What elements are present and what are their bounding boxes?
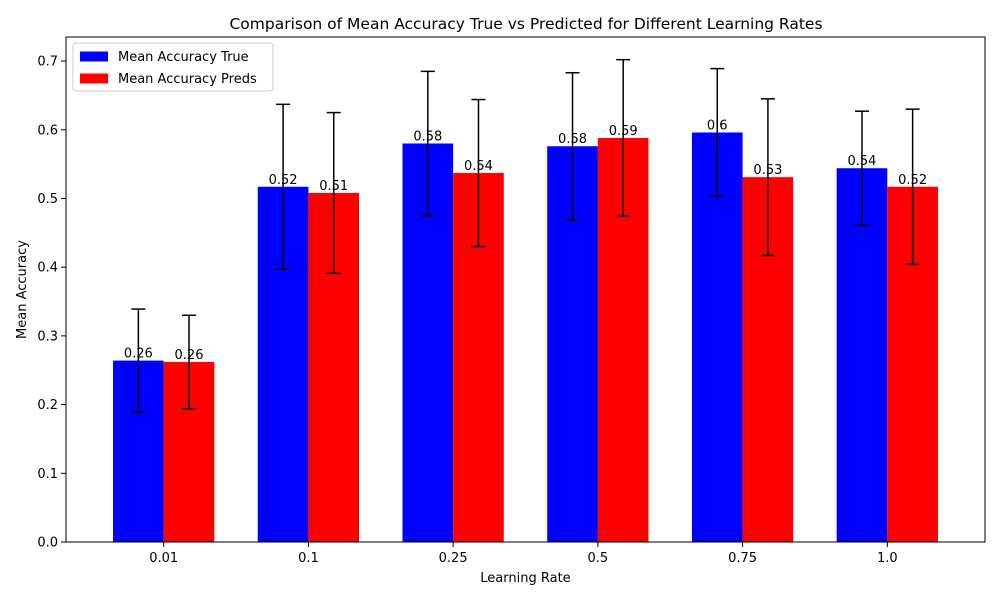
data-label-preds-4: 0.53 (753, 163, 782, 178)
errorbars-group (131, 58, 920, 413)
error-bar-preds-1 (326, 111, 341, 275)
data-label-true-4: 0.6 (707, 119, 728, 134)
y-tick-label: 0.4 (37, 261, 58, 276)
x-axis-label: Learning Rate (480, 571, 570, 586)
error-bar-true-3 (565, 71, 580, 221)
error-bar-preds-0 (182, 314, 197, 410)
data-label-true-1: 0.52 (269, 173, 298, 188)
data-label-preds-2: 0.54 (464, 159, 493, 174)
x-tick-label: 0.5 (588, 551, 609, 566)
error-bar-preds-4 (760, 98, 775, 257)
data-label-preds-5: 0.52 (898, 173, 927, 188)
data-label-true-5: 0.54 (848, 154, 877, 169)
error-bar-true-1 (276, 103, 291, 270)
error-bar-preds-2 (471, 98, 486, 248)
x-tick-label: 0.01 (149, 551, 178, 566)
y-axis-label: Mean Accuracy (15, 240, 30, 339)
legend-label: Mean Accuracy Preds (118, 72, 257, 87)
y-tick-label: 0.0 (37, 536, 58, 551)
y-tick-label: 0.6 (37, 123, 58, 138)
bar-true-4 (691, 132, 743, 542)
plot-frame (65, 36, 986, 543)
data-label-true-2: 0.58 (413, 129, 442, 144)
error-bar-true-4 (710, 67, 725, 198)
y-tick-label: 0.5 (37, 192, 58, 207)
legend-label: Mean Accuracy True (118, 50, 249, 65)
error-bar-true-5 (854, 110, 869, 227)
y-tick-label: 0.3 (37, 329, 58, 344)
error-bar-preds-3 (616, 58, 631, 218)
data-label-true-0: 0.26 (124, 347, 153, 362)
chart-title: Comparison of Mean Accuracy True vs Pred… (229, 15, 822, 33)
data-label-true-3: 0.58 (558, 132, 587, 147)
x-axis: 0.01 0.1 0.25 0.5 0.75 1.0 (149, 542, 898, 566)
y-tick-label: 0.2 (37, 398, 58, 413)
legend-swatch (80, 51, 108, 62)
y-axis: 0.0 0.1 0.2 0.3 0.4 0.5 0.6 0.7 (37, 55, 66, 551)
data-labels-group: 0.26 0.52 0.58 0.58 0.6 0.54 0.26 0.51 0.54 0.59 0… (124, 119, 927, 363)
y-tick-label: 0.1 (37, 467, 58, 482)
legend: Mean Accuracy True Mean Accuracy Preds (72, 42, 274, 92)
data-label-preds-3: 0.59 (609, 124, 638, 139)
data-label-preds-1: 0.51 (319, 179, 348, 194)
bars-group (113, 132, 938, 543)
error-bar-preds-5 (905, 108, 920, 266)
y-tick-label: 0.7 (37, 55, 58, 70)
x-tick-label: 0.1 (298, 551, 319, 566)
legend-swatch (80, 73, 108, 84)
error-bar-true-0 (131, 308, 146, 413)
bar-true-5 (836, 168, 888, 542)
x-tick-label: 0.75 (728, 551, 757, 566)
data-label-preds-0: 0.26 (175, 348, 204, 363)
legend-box (72, 42, 274, 92)
x-tick-label: 1.0 (877, 551, 898, 566)
x-tick-label: 0.25 (439, 551, 468, 566)
error-bar-true-2 (420, 70, 435, 217)
